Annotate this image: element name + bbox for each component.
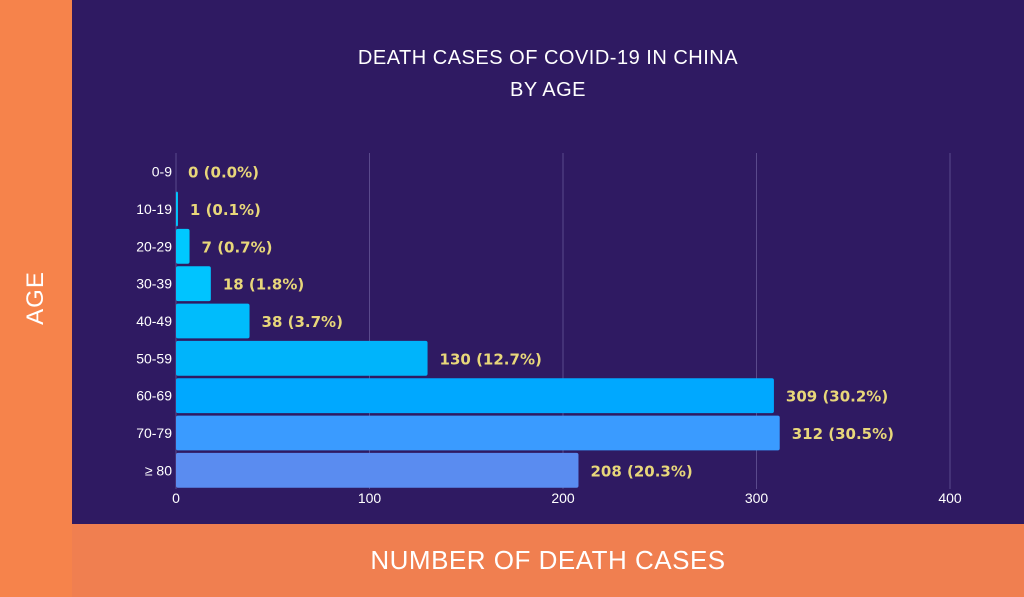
data-label: 38 (3.7%) bbox=[262, 313, 343, 331]
data-label: 7 (0.7%) bbox=[202, 238, 273, 256]
title-line-1: DEATH CASES OF COVID-19 IN CHINA bbox=[357, 47, 739, 69]
y-tick-label: 70-79 bbox=[136, 425, 172, 441]
bar bbox=[176, 266, 211, 302]
x-tick-label: 400 bbox=[938, 490, 962, 506]
bar bbox=[176, 378, 774, 414]
bar bbox=[176, 228, 190, 264]
bar bbox=[176, 340, 428, 376]
y-tick-label: 50-59 bbox=[136, 350, 172, 366]
bar bbox=[176, 415, 780, 451]
data-label: 309 (30.2%) bbox=[786, 388, 888, 406]
data-label: 208 (20.3%) bbox=[590, 462, 692, 480]
y-tick-label: 0-9 bbox=[152, 164, 172, 180]
chart-title: DEATH CASES OF COVID-19 IN CHINA BY AGE bbox=[72, 42, 1024, 106]
x-axis-band bbox=[72, 524, 1024, 597]
y-tick-label: 40-49 bbox=[136, 313, 172, 329]
y-tick-label: 10-19 bbox=[136, 201, 172, 217]
bar bbox=[176, 303, 250, 339]
x-axis-label: NUMBER OF DEATH CASES bbox=[370, 545, 726, 575]
x-tick-label: 200 bbox=[551, 490, 575, 506]
x-tick-label: 100 bbox=[358, 490, 382, 506]
x-tick-label: 300 bbox=[745, 490, 769, 506]
data-label: 312 (30.5%) bbox=[792, 425, 894, 443]
data-label: 18 (1.8%) bbox=[223, 276, 304, 294]
bar bbox=[176, 191, 178, 227]
y-tick-label: 20-29 bbox=[136, 238, 172, 254]
data-label: 130 (12.7%) bbox=[440, 350, 542, 368]
y-axis-band bbox=[0, 0, 72, 597]
bar bbox=[176, 452, 579, 488]
title-line-2: BY AGE bbox=[509, 79, 586, 101]
y-tick-label: 60-69 bbox=[136, 388, 172, 404]
data-label: 0 (0.0%) bbox=[188, 164, 259, 182]
x-tick-label: 0 bbox=[172, 490, 180, 506]
y-tick-label: 30-39 bbox=[136, 276, 172, 292]
y-tick-label: ≥ 80 bbox=[145, 462, 172, 478]
data-label: 1 (0.1%) bbox=[190, 201, 261, 219]
